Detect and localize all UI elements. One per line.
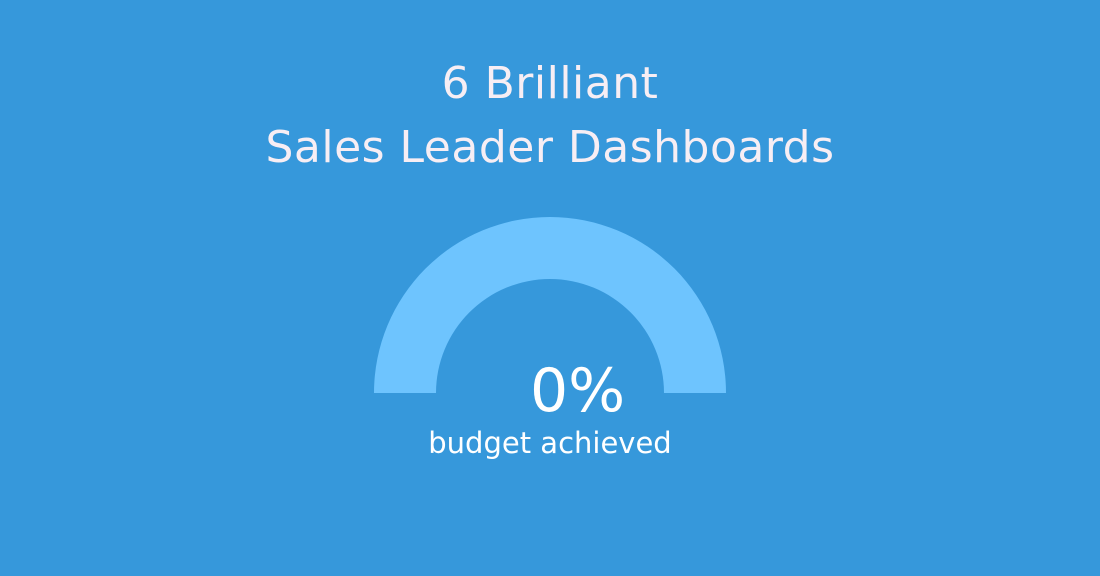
gauge-track xyxy=(374,217,726,393)
title-line-2: Sales Leader Dashboards xyxy=(265,122,835,173)
title-line-1: 6 Brilliant xyxy=(441,58,659,109)
gauge-value: 0% xyxy=(530,356,626,426)
gauge-label: budget achieved xyxy=(428,426,672,460)
